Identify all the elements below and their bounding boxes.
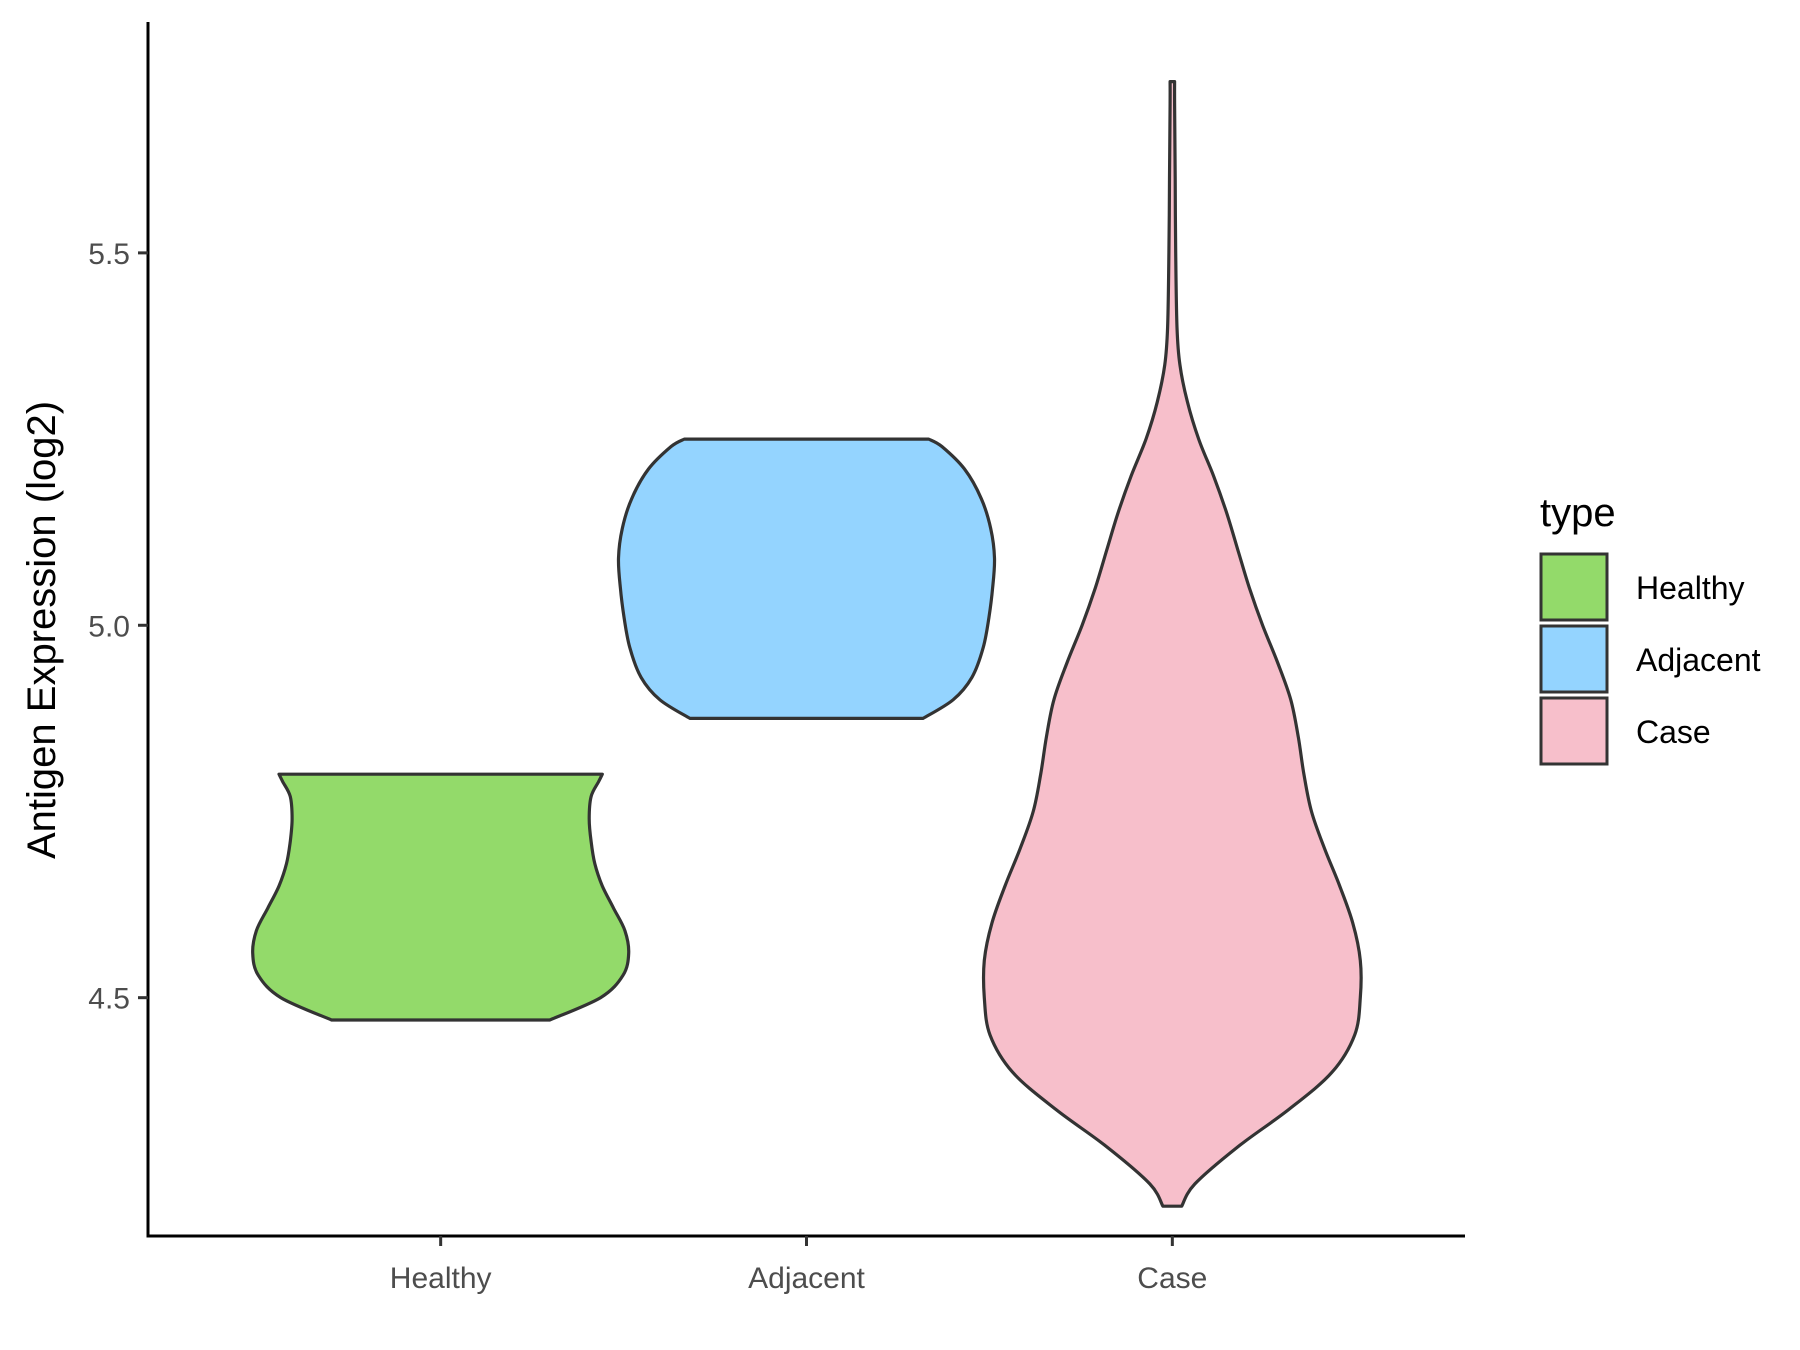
x-tick-label: Adjacent — [748, 1262, 865, 1295]
legend-key-case — [1539, 696, 1609, 766]
legend-label-healthy: Healthy — [1636, 570, 1745, 606]
x-ticks: Healthy Adjacent Case — [390, 1236, 1207, 1295]
violins-layer — [251, 80, 1363, 1208]
y-tick-label: 4.5 — [88, 983, 130, 1016]
legend: type Healthy Adjacent Case — [1539, 491, 1761, 766]
legend-title: type — [1540, 491, 1616, 535]
legend-items: Healthy Adjacent Case — [1539, 552, 1761, 766]
violin-case — [981, 80, 1363, 1208]
violin-healthy — [251, 772, 631, 1022]
legend-key-healthy — [1539, 552, 1609, 622]
legend-label-case: Case — [1636, 714, 1711, 750]
y-tick-label: 5.0 — [88, 610, 130, 643]
y-tick-label: 5.5 — [88, 238, 130, 271]
violin-adjacent — [616, 437, 997, 720]
x-tick-label: Case — [1137, 1262, 1207, 1295]
legend-label-adjacent: Adjacent — [1636, 642, 1761, 678]
y-axis-title: Antigen Expression (log2) — [20, 401, 64, 859]
x-tick-label: Healthy — [390, 1262, 492, 1295]
legend-key-adjacent — [1539, 624, 1609, 694]
y-ticks: 4.5 5.0 5.5 — [88, 238, 148, 1016]
